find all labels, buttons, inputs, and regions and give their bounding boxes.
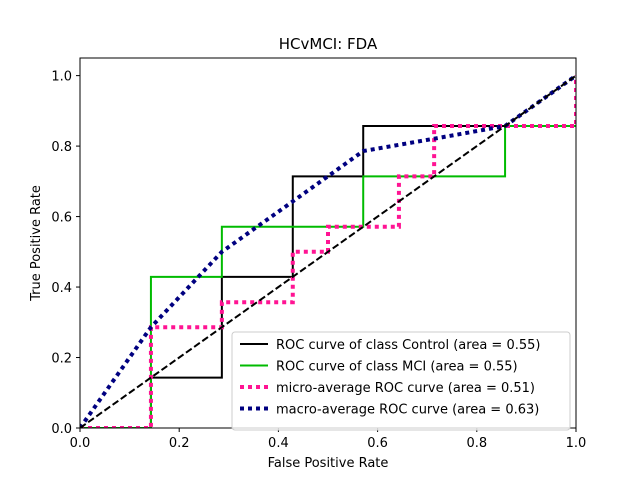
x-tick-label: 0.8: [466, 436, 487, 451]
y-tick-label: 0.0: [51, 422, 72, 437]
y-tick-label: 0.6: [51, 211, 72, 226]
legend-entry-label: ROC curve of class MCI (area = 0.55): [276, 360, 518, 375]
x-tick-label: 0.6: [367, 436, 388, 451]
legend: ROC curve of class Control (area = 0.55)…: [231, 331, 571, 431]
y-tick-label: 0.4: [51, 281, 72, 296]
legend-entry-label: micro-average ROC curve (area = 0.51): [276, 381, 535, 396]
x-axis-label: False Positive Rate: [268, 456, 389, 471]
chart-title: HCvMCI: FDA: [279, 35, 378, 53]
x-tick-label: 0.2: [169, 436, 190, 451]
y-tick-label: 1.0: [51, 70, 72, 85]
y-tick-label: 0.8: [51, 140, 72, 155]
legend-box: [231, 331, 571, 431]
x-tick-label: 0.4: [268, 436, 289, 451]
x-tick-label: 0.0: [70, 436, 91, 451]
plot-area: [80, 73, 576, 428]
y-tick-label: 0.2: [51, 352, 72, 367]
legend-entry-label: macro-average ROC curve (area = 0.63): [276, 403, 539, 418]
x-tick-label: 1.0: [566, 436, 587, 451]
chance-diagonal-line: [80, 74, 576, 428]
x-axis: 0.0 0.2 0.4 0.6 0.8 1.0: [70, 428, 587, 451]
y-axis: 0.0 0.2 0.4 0.6 0.8 1.0: [51, 70, 80, 437]
legend-entry-label: ROC curve of class Control (area = 0.55): [276, 338, 540, 353]
y-axis-label: True Positive Rate: [29, 185, 44, 302]
